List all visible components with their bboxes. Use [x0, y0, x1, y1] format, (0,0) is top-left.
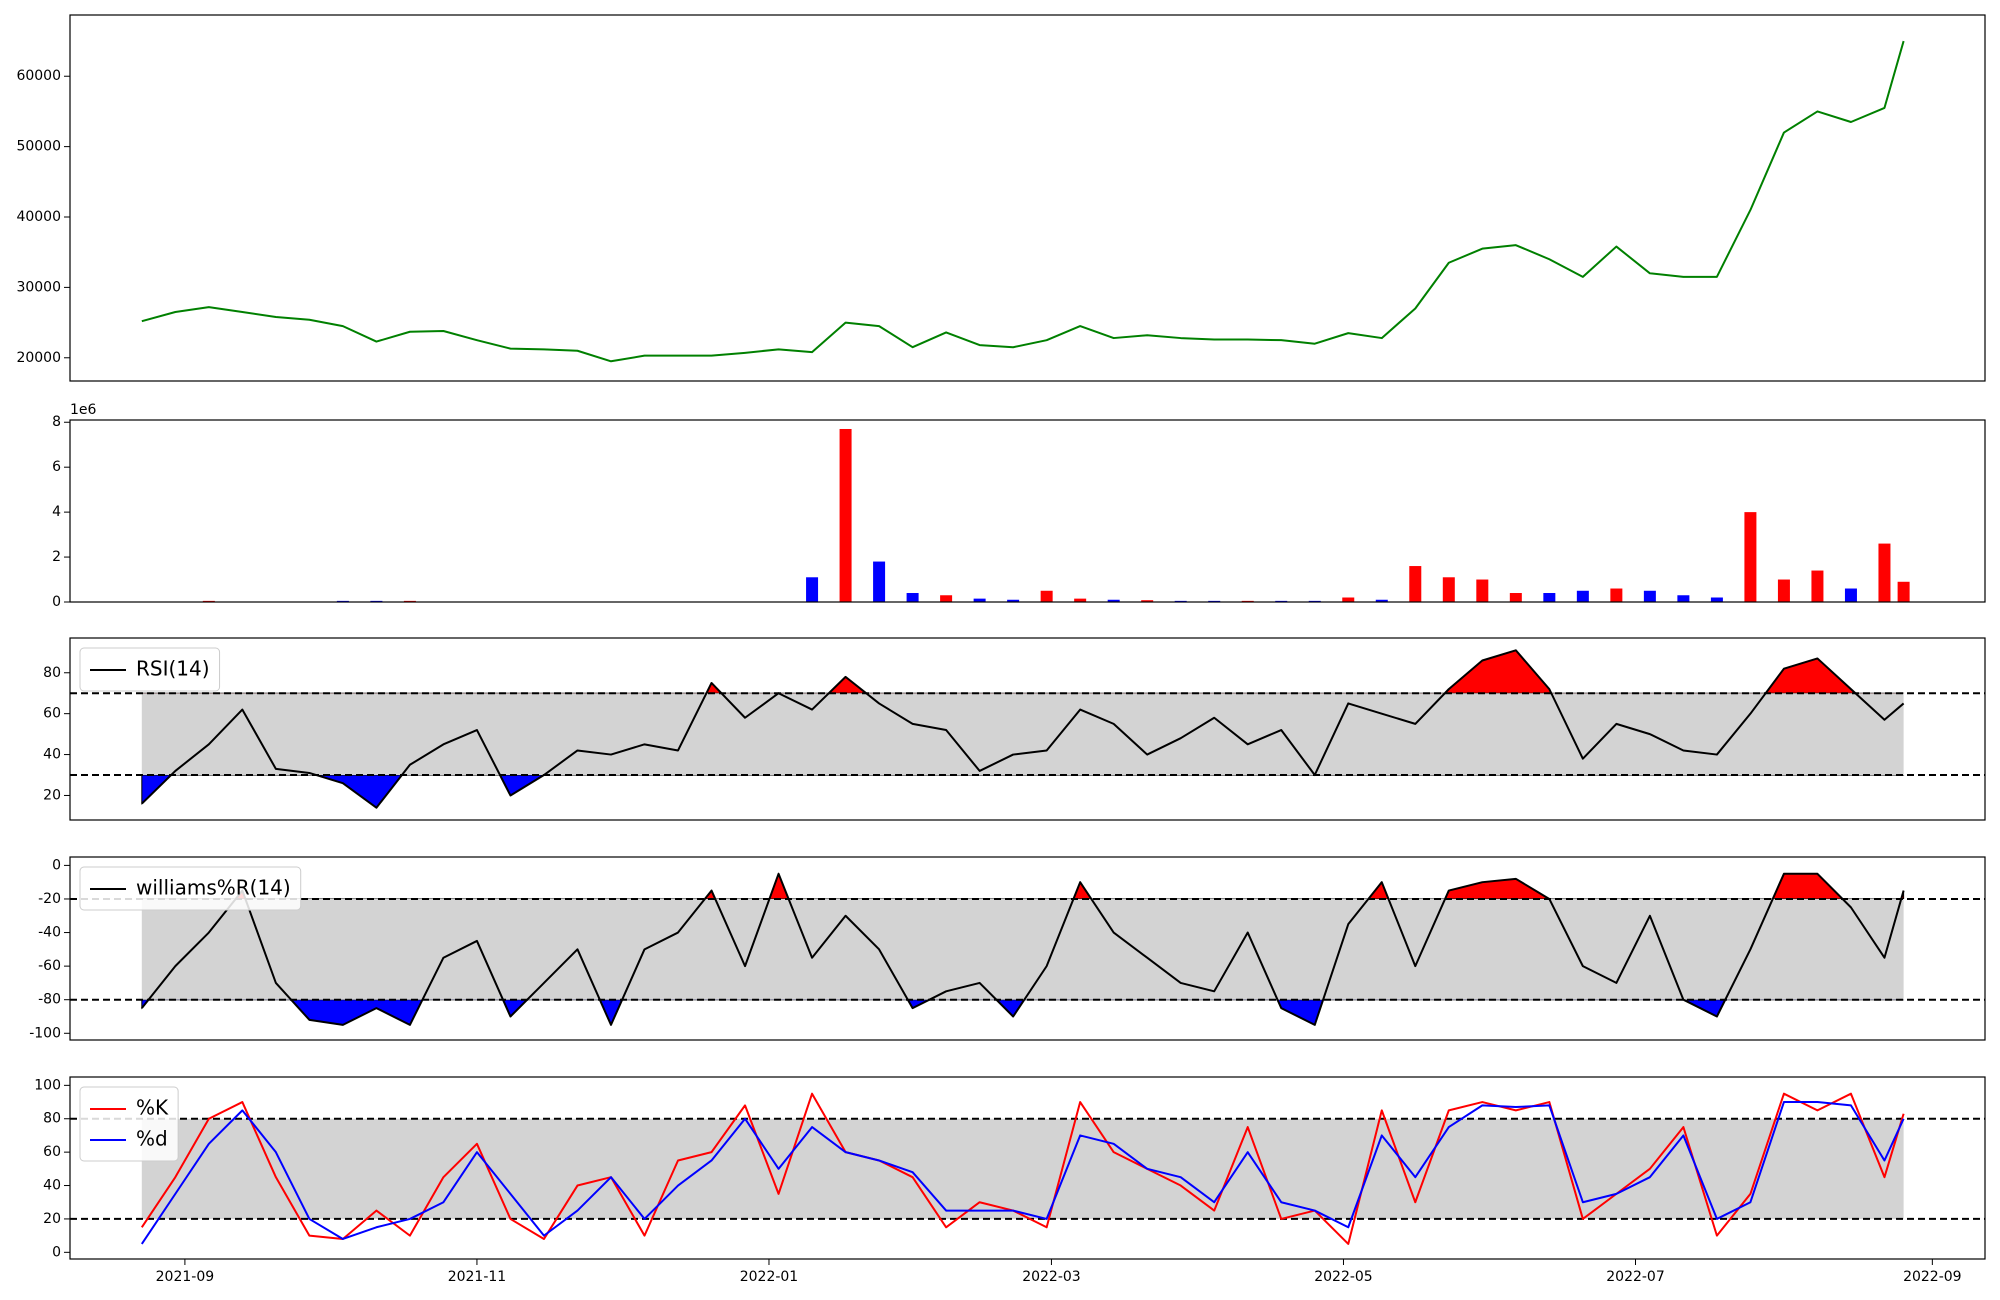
volume-bar — [906, 593, 919, 602]
axis-offset-label: 1e6 — [70, 402, 97, 418]
volume-bar — [839, 428, 852, 602]
axes-frame — [69, 419, 1986, 603]
panel: 0 2 4 6 8 1e6 — [52, 402, 1986, 610]
volume-bar — [1897, 581, 1910, 602]
axes-frame — [69, 856, 1986, 1041]
y-tick-label: 0 — [52, 594, 61, 610]
y-tick-label: -100 — [29, 1025, 61, 1041]
y-tick-label: 40000 — [16, 209, 61, 225]
volume-bar — [1476, 579, 1489, 602]
y-tick-label: 40 — [43, 1178, 61, 1194]
x-tick-label: 2022-07 — [1606, 1269, 1665, 1285]
y-tick-label: 0 — [52, 857, 61, 873]
x-tick-label: 2021-11 — [448, 1269, 507, 1285]
y-tick-label: -40 — [38, 925, 61, 941]
neutral-band — [141, 1118, 1904, 1219]
volume-bar — [1442, 577, 1455, 602]
y-tick-label: 4 — [52, 504, 61, 520]
volume-bar — [1844, 588, 1857, 602]
volume-bar — [1677, 595, 1690, 602]
legend-label: %d — [136, 1127, 168, 1151]
volume-bar — [1007, 599, 1020, 602]
y-tick-label: -20 — [38, 891, 61, 907]
volume-bar — [1342, 597, 1355, 602]
y-tick-label: 20000 — [16, 350, 61, 366]
volume-bar — [1141, 600, 1154, 602]
y-tick-label: 60 — [43, 1144, 61, 1160]
volume-bar — [1040, 590, 1053, 602]
x-tick-label: 2022-09 — [1903, 1269, 1962, 1285]
y-tick-label: 20 — [43, 1211, 61, 1227]
legend: %K %d — [79, 1086, 179, 1162]
y-tick-label: 60 — [43, 706, 61, 722]
volume-bar — [1744, 512, 1757, 602]
volume-bar — [940, 595, 953, 602]
series-line — [141, 872, 1905, 1026]
y-tick-label: 50000 — [16, 139, 61, 155]
y-tick-label: -80 — [38, 992, 61, 1008]
volume-bar — [1409, 566, 1422, 602]
volume-bar — [873, 561, 886, 602]
x-tick-label: 2022-01 — [740, 1269, 799, 1285]
volume-bar — [1074, 598, 1087, 602]
y-tick-label: 80 — [43, 1111, 61, 1127]
volume-bar — [1375, 599, 1388, 602]
y-tick-label: 0 — [52, 1244, 61, 1260]
y-tick-label: 20 — [43, 787, 61, 803]
series-line — [141, 40, 1905, 363]
series-line — [140, 1092, 1905, 1245]
panel: 0 20 40 60 80 100 2021-09 2021-11 2022-01 2022-03… — [34, 1076, 1986, 1285]
y-tick-label: 30000 — [16, 279, 61, 295]
volume-bar — [1777, 579, 1790, 602]
legend-box — [79, 1086, 179, 1162]
panel: -100 -80 -60 -40 -20 0 williams%R(14) — [29, 856, 1986, 1041]
legend-label: RSI(14) — [136, 657, 210, 681]
legend: williams%R(14) — [79, 866, 302, 911]
y-tick-label: 8 — [52, 414, 61, 430]
y-tick-label: 40 — [43, 747, 61, 763]
volume-bar — [973, 598, 986, 602]
panel: 20 40 60 80 RSI(14) — [43, 637, 1986, 821]
series-line — [141, 649, 1905, 809]
y-tick-label: -60 — [38, 958, 61, 974]
neutral-band — [141, 693, 1904, 776]
x-tick-label: 2022-05 — [1314, 1269, 1373, 1285]
axes-frame — [69, 637, 1986, 821]
x-tick-label: 2022-03 — [1022, 1269, 1081, 1285]
volume-bar — [1643, 590, 1656, 602]
legend-label: williams%R(14) — [136, 876, 291, 900]
x-tick-label: 2021-09 — [156, 1269, 215, 1285]
y-tick-label: 2 — [52, 549, 61, 565]
legend-box — [79, 647, 221, 692]
y-tick-label: 80 — [43, 665, 61, 681]
y-tick-label: 100 — [34, 1077, 61, 1093]
volume-bar — [1710, 597, 1723, 602]
y-tick-label: 6 — [52, 459, 61, 475]
neutral-band — [141, 898, 1904, 1000]
axes-frame — [69, 14, 1986, 382]
volume-bar — [1811, 570, 1824, 602]
series-line — [140, 1101, 1905, 1245]
axes-frame — [69, 1076, 1986, 1260]
volume-bar — [1610, 588, 1623, 602]
volume-bar — [1543, 593, 1556, 602]
volume-bar — [1107, 599, 1120, 602]
panel: 20000 30000 40000 50000 60000 — [16, 14, 1986, 382]
y-tick-label: 60000 — [16, 68, 61, 84]
legend-label: %K — [136, 1096, 169, 1120]
volume-bar — [1576, 590, 1589, 602]
legend-box — [79, 866, 302, 911]
volume-bar — [1878, 543, 1891, 602]
volume-bar — [806, 577, 819, 602]
legend: RSI(14) — [79, 647, 221, 692]
volume-bar — [1509, 593, 1522, 602]
